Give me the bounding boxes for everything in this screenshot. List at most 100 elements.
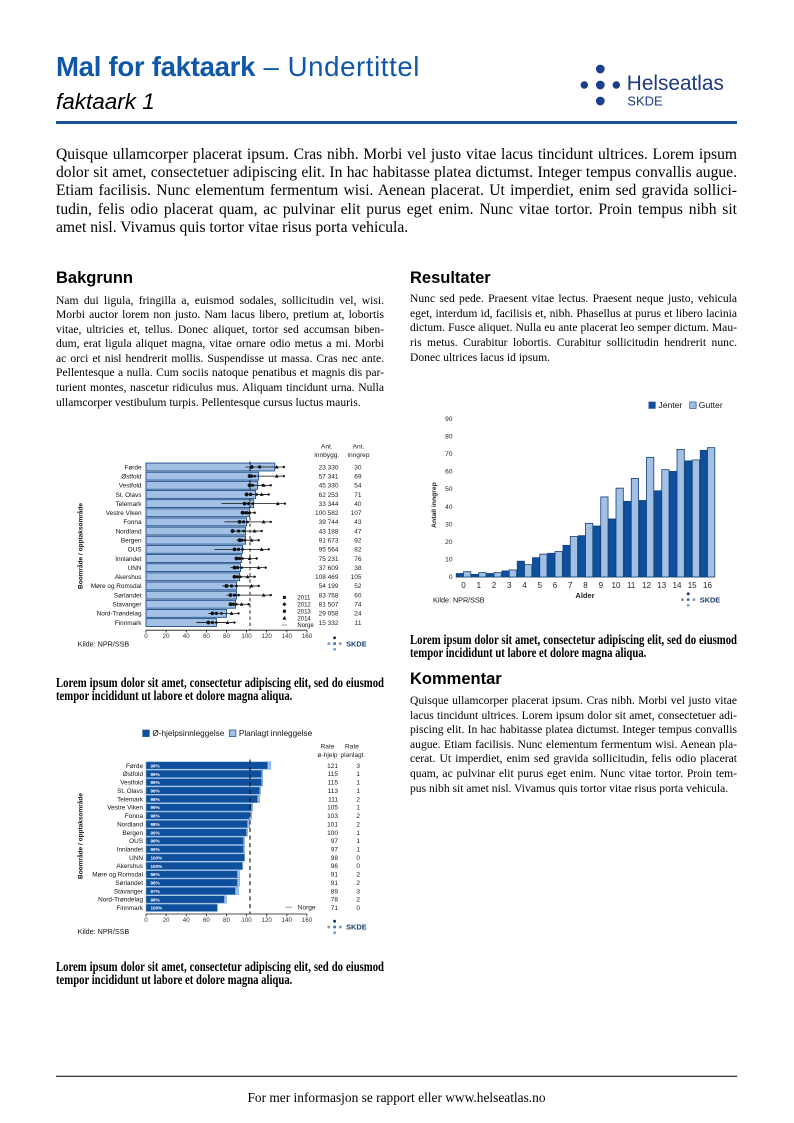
svg-text:80: 80 xyxy=(223,633,230,640)
svg-text:Fonna: Fonna xyxy=(123,519,142,526)
svg-text:40: 40 xyxy=(354,501,362,508)
svg-text:Kilde: NPR/SSB: Kilde: NPR/SSB xyxy=(78,640,130,649)
svg-text:Ø-hjelpsinnleggelse: Ø-hjelpsinnleggelse xyxy=(152,729,224,738)
svg-text:100%: 100% xyxy=(151,906,163,911)
svg-text:0: 0 xyxy=(144,633,148,640)
svg-text:15: 15 xyxy=(688,581,697,590)
svg-text:Norge: Norge xyxy=(298,904,316,911)
svg-text:113: 113 xyxy=(328,788,339,795)
svg-text:Rate: Rate xyxy=(321,744,335,751)
svg-text:13: 13 xyxy=(657,581,666,590)
svg-text:91: 91 xyxy=(331,872,339,879)
svg-text:81 507: 81 507 xyxy=(319,602,339,609)
svg-text:52: 52 xyxy=(354,583,362,590)
svg-text:97: 97 xyxy=(331,847,339,854)
svg-text:60: 60 xyxy=(203,633,210,640)
svg-text:2: 2 xyxy=(492,581,497,590)
svg-text:Kilde: NPR/SSB: Kilde: NPR/SSB xyxy=(78,927,130,936)
svg-text:121: 121 xyxy=(327,763,338,770)
svg-text:98%: 98% xyxy=(151,797,160,802)
svg-text:107: 107 xyxy=(351,510,362,517)
svg-text:2: 2 xyxy=(356,880,360,887)
svg-text:97%: 97% xyxy=(151,889,160,894)
svg-text:Østfold: Østfold xyxy=(121,473,142,480)
svg-text:160: 160 xyxy=(302,917,313,924)
svg-text:Akershus: Akershus xyxy=(116,863,143,870)
svg-text:101: 101 xyxy=(327,821,338,828)
svg-text:2: 2 xyxy=(356,813,360,820)
svg-text:20: 20 xyxy=(445,539,453,546)
svg-text:115: 115 xyxy=(328,771,339,778)
svg-text:Rate: Rate xyxy=(345,744,359,751)
svg-text:89: 89 xyxy=(331,888,339,895)
svg-text:60: 60 xyxy=(203,917,210,924)
svg-text:Planlagt innleggelse: Planlagt innleggelse xyxy=(239,729,313,738)
svg-text:69: 69 xyxy=(354,473,362,480)
svg-text:Stavanger: Stavanger xyxy=(112,602,142,609)
svg-text:Førde: Førde xyxy=(126,763,143,770)
svg-text:Førde: Førde xyxy=(124,464,141,471)
svg-text:2: 2 xyxy=(356,872,360,879)
svg-text:3: 3 xyxy=(507,581,512,590)
svg-text:Vestfold: Vestfold xyxy=(119,483,142,490)
svg-text:planlagt: planlagt xyxy=(340,752,363,759)
svg-text:96: 96 xyxy=(331,863,339,870)
svg-text:54 199: 54 199 xyxy=(319,583,339,590)
svg-text:75 231: 75 231 xyxy=(319,556,339,563)
svg-text:99%: 99% xyxy=(151,830,160,835)
svg-text:Telemark: Telemark xyxy=(116,501,143,508)
svg-text:Sørlandet: Sørlandet xyxy=(115,880,143,887)
svg-text:2: 2 xyxy=(356,796,360,803)
svg-text:1: 1 xyxy=(356,847,360,854)
svg-text:9: 9 xyxy=(599,581,604,590)
svg-text:71: 71 xyxy=(354,492,362,499)
svg-text:SKDE: SKDE xyxy=(700,595,721,604)
svg-text:99%: 99% xyxy=(151,805,160,810)
svg-text:1: 1 xyxy=(477,581,482,590)
svg-text:98%: 98% xyxy=(151,872,160,877)
svg-text:33 344: 33 344 xyxy=(319,501,339,508)
svg-text:11: 11 xyxy=(627,581,636,590)
svg-text:Bergen: Bergen xyxy=(121,538,142,545)
svg-text:3: 3 xyxy=(356,888,360,895)
svg-text:100: 100 xyxy=(327,830,338,837)
svg-text:Nord-Trøndelag: Nord-Trøndelag xyxy=(97,611,142,618)
svg-text:4: 4 xyxy=(522,581,527,590)
svg-text:0: 0 xyxy=(461,581,466,590)
svg-text:ø-hjelp: ø-hjelp xyxy=(317,752,337,759)
svg-text:115: 115 xyxy=(328,780,339,787)
svg-text:Jenter: Jenter xyxy=(658,400,682,410)
svg-text:30: 30 xyxy=(445,521,453,528)
svg-text:Antall inngrep: Antall inngrep xyxy=(431,482,438,528)
svg-text:103: 103 xyxy=(327,813,338,820)
svg-text:99%: 99% xyxy=(151,847,160,852)
svg-text:80: 80 xyxy=(445,433,453,440)
svg-text:62 253: 62 253 xyxy=(319,492,339,499)
svg-text:1: 1 xyxy=(356,830,360,837)
svg-text:Møre og Romsdal: Møre og Romsdal xyxy=(92,872,143,879)
svg-text:2011: 2011 xyxy=(297,596,311,602)
svg-text:90: 90 xyxy=(445,416,453,423)
svg-text:20: 20 xyxy=(163,633,170,640)
svg-text:0: 0 xyxy=(144,917,148,924)
svg-text:OUS: OUS xyxy=(128,547,142,554)
svg-text:43: 43 xyxy=(354,519,362,526)
svg-text:Vestre Viken: Vestre Viken xyxy=(106,510,142,517)
svg-text:2: 2 xyxy=(356,821,360,828)
svg-text:Nordland: Nordland xyxy=(116,528,142,535)
svg-text:70: 70 xyxy=(445,451,453,458)
svg-text:50: 50 xyxy=(445,486,453,493)
svg-text:Nord-Trøndelag: Nord-Trøndelag xyxy=(98,897,143,904)
svg-text:7: 7 xyxy=(568,581,573,590)
svg-text:99%: 99% xyxy=(151,839,160,844)
svg-text:12: 12 xyxy=(642,581,651,590)
svg-text:14: 14 xyxy=(673,581,682,590)
svg-text:Telemark: Telemark xyxy=(117,796,144,803)
svg-text:2013: 2013 xyxy=(297,609,311,615)
svg-text:Alder: Alder xyxy=(575,591,594,600)
svg-text:105: 105 xyxy=(351,574,362,581)
svg-text:0: 0 xyxy=(356,905,360,912)
svg-text:45 330: 45 330 xyxy=(319,483,339,490)
svg-text:SKDE: SKDE xyxy=(627,94,663,109)
svg-text:2012: 2012 xyxy=(297,603,311,609)
